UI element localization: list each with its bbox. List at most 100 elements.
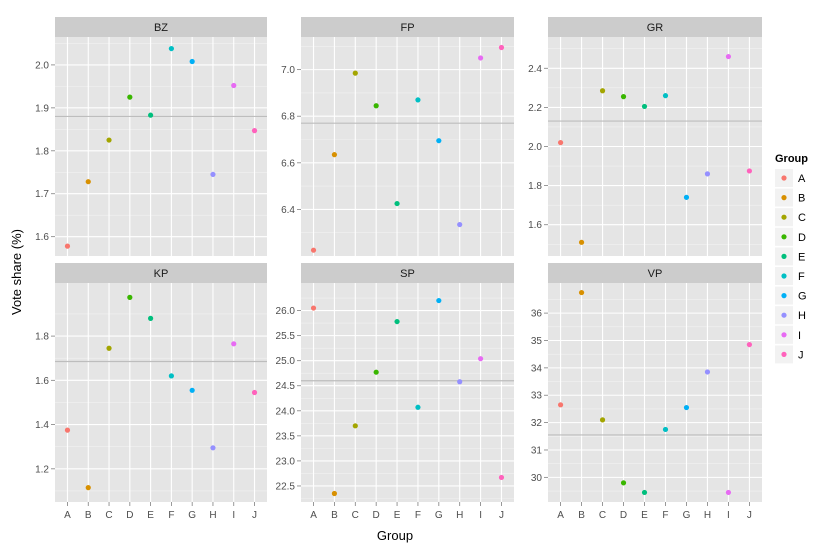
data-point-g xyxy=(436,297,442,304)
panel-background xyxy=(548,283,762,502)
data-point-e xyxy=(394,318,400,325)
x-tick-label: G xyxy=(435,510,443,521)
data-point-i xyxy=(725,53,732,60)
x-tick-label: J xyxy=(747,510,752,521)
y-tick-label: 1.6 xyxy=(528,220,542,231)
data-point-f xyxy=(662,93,669,99)
data-point-c xyxy=(599,88,606,94)
data-point-h xyxy=(457,221,463,228)
data-point-a xyxy=(64,243,71,249)
legend-key-a xyxy=(781,175,787,181)
x-tick-label: J xyxy=(252,510,257,521)
x-tick-label: A xyxy=(557,510,564,521)
facet-panel-vp: VP 30 31 32 33 34 35 36 A B C D E F G H I J xyxy=(531,263,762,521)
x-tick-label: H xyxy=(209,510,216,521)
data-point-d xyxy=(373,103,379,109)
facet-panel-bz: BZ 1.6 1.7 1.8 1.9 2.0 xyxy=(35,17,267,256)
data-point-j xyxy=(498,44,505,51)
legend-key-j xyxy=(781,351,787,357)
data-point-h xyxy=(704,171,711,177)
data-point-g xyxy=(189,387,195,393)
legend-label-c: C xyxy=(798,212,806,224)
y-tick-label: 35 xyxy=(531,336,543,347)
y-tick-label: 24.0 xyxy=(276,406,296,417)
data-point-j xyxy=(746,168,753,174)
x-tick-label: D xyxy=(373,510,380,521)
data-point-e xyxy=(641,103,648,110)
data-point-c xyxy=(106,137,112,143)
y-tick-label: 1.7 xyxy=(35,189,49,200)
x-tick-label: F xyxy=(415,510,421,521)
x-tick-label: J xyxy=(499,510,504,521)
facet-strip xyxy=(55,17,267,37)
x-tick-label: C xyxy=(105,510,112,521)
y-tick-label: 1.8 xyxy=(35,146,49,157)
data-point-g xyxy=(683,194,690,200)
x-tick-label: A xyxy=(310,510,317,521)
data-point-d xyxy=(127,294,133,300)
y-tick-label: 36 xyxy=(531,309,543,320)
data-point-a xyxy=(310,305,317,311)
y-tick-label: 33 xyxy=(531,391,543,402)
x-tick-label: H xyxy=(456,510,463,521)
facet-panel-sp: SP 22.5 23.0 23.5 24.0 24.5 25.0 25.5 26.0 A B C D E F… xyxy=(276,263,514,521)
x-tick-label: E xyxy=(394,510,401,521)
legend-label-d: D xyxy=(798,232,806,244)
data-point-j xyxy=(498,474,505,481)
panel-background xyxy=(55,37,267,256)
data-point-h xyxy=(457,379,463,385)
legend-label-j: J xyxy=(798,349,804,361)
data-point-i xyxy=(477,55,484,61)
data-point-h xyxy=(704,369,711,375)
facet-panels: BZ 1.6 1.7 1.8 1.9 2.0 FP 6.4 6.6 6.8 7.0 GR 1.6 1.8 2… xyxy=(35,17,762,521)
legend-key-h xyxy=(781,312,787,318)
data-point-b xyxy=(578,239,585,245)
legend-key-e xyxy=(781,253,787,259)
x-tick-label: B xyxy=(331,510,338,521)
y-tick-label: 2.2 xyxy=(528,103,542,114)
y-axis-title: Vote share (%) xyxy=(9,229,24,315)
data-point-j xyxy=(251,128,258,134)
data-point-i xyxy=(231,82,237,89)
data-point-e xyxy=(148,112,154,118)
legend-key-g xyxy=(781,293,787,299)
data-point-g xyxy=(683,404,690,411)
x-tick-label: B xyxy=(578,510,585,521)
facet-strip xyxy=(548,263,762,283)
data-point-f xyxy=(168,45,174,52)
y-tick-label: 30 xyxy=(531,473,543,484)
y-tick-label: 1.8 xyxy=(528,181,542,192)
facet-strip-label: SP xyxy=(400,268,415,280)
y-tick-label: 2.0 xyxy=(35,60,49,71)
data-point-c xyxy=(599,417,606,423)
facet-strip-label: VP xyxy=(648,268,663,280)
legend-label-h: H xyxy=(798,310,806,322)
data-point-h xyxy=(210,171,216,178)
y-tick-label: 34 xyxy=(531,363,543,374)
data-point-b xyxy=(578,289,585,296)
data-point-e xyxy=(148,315,154,321)
data-point-j xyxy=(746,341,753,348)
x-axis-title: Group xyxy=(377,528,413,543)
x-tick-label: F xyxy=(168,510,174,521)
x-tick-label: H xyxy=(704,510,711,521)
data-point-h xyxy=(210,445,216,451)
x-tick-label: D xyxy=(126,510,133,521)
x-tick-label: D xyxy=(620,510,627,521)
x-tick-label: C xyxy=(599,510,606,521)
data-point-f xyxy=(168,373,174,379)
y-tick-label: 1.6 xyxy=(35,232,49,243)
data-point-j xyxy=(251,389,258,396)
x-tick-label: C xyxy=(352,510,359,521)
panel-background xyxy=(301,37,514,256)
data-point-i xyxy=(477,356,484,362)
data-point-e xyxy=(394,200,400,207)
data-point-a xyxy=(557,402,564,408)
x-tick-label: F xyxy=(662,510,668,521)
y-tick-label: 26.0 xyxy=(276,306,296,317)
legend-key-d xyxy=(781,234,787,240)
legend-key-b xyxy=(781,195,787,201)
facet-strip xyxy=(55,263,267,283)
data-point-g xyxy=(436,138,442,144)
